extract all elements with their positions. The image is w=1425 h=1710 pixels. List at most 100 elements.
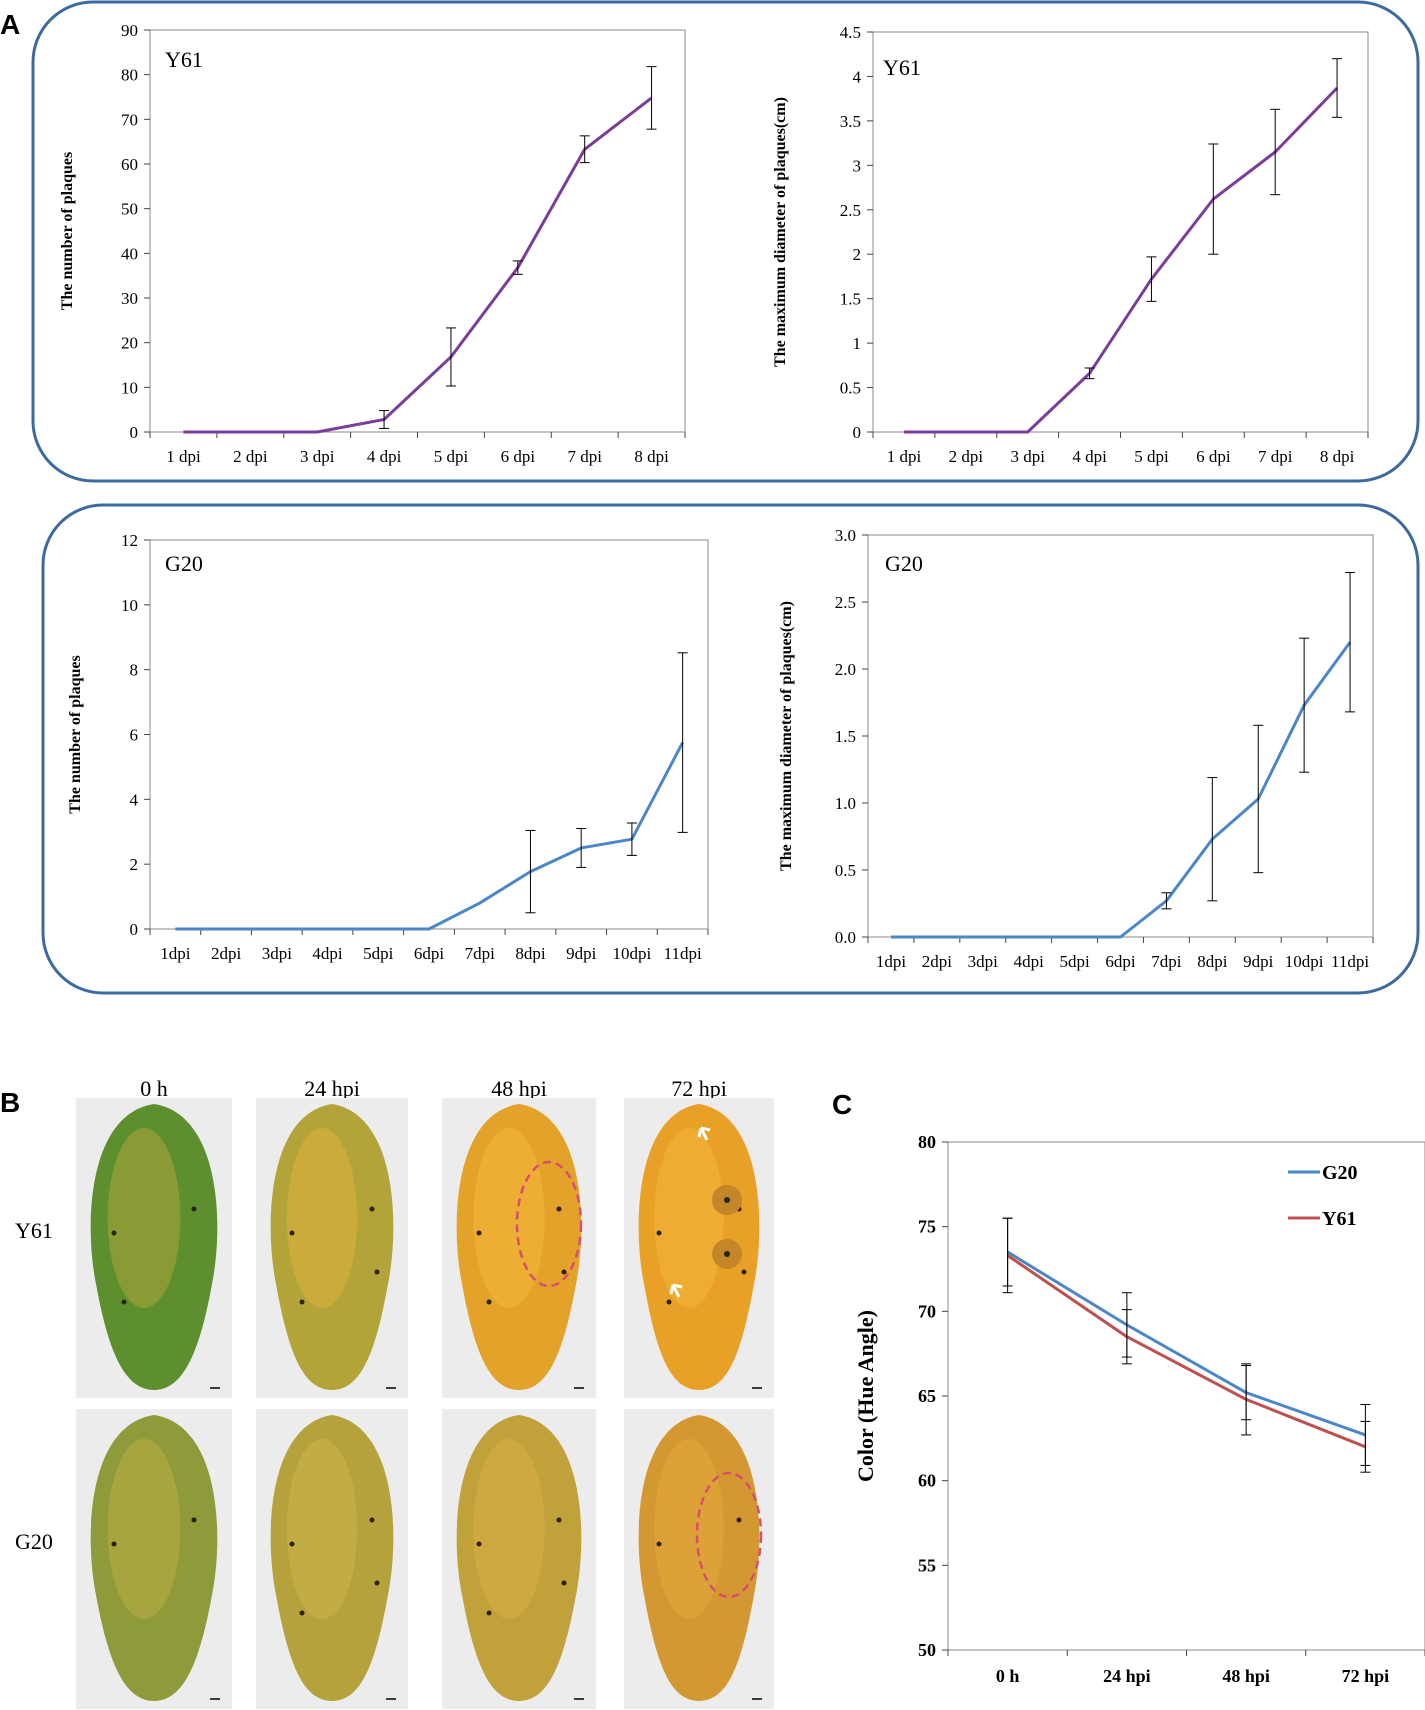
x-tick-label: 7dpi xyxy=(1151,952,1182,971)
y-tick-label: 10 xyxy=(121,378,138,397)
x-tick-label: 48 hpi xyxy=(1222,1666,1270,1686)
plot-frame xyxy=(149,29,686,433)
x-tick-label: 4 dpi xyxy=(1072,447,1107,466)
y-tick-label: 0 xyxy=(130,423,139,442)
y-tick-label: 8 xyxy=(130,661,139,680)
y-tick-label: 4 xyxy=(130,790,139,809)
series-line-y61 xyxy=(183,96,653,434)
inoculation-spot xyxy=(121,1299,127,1305)
y-tick-label: 0 xyxy=(853,423,862,442)
x-tick-label: 1 dpi xyxy=(887,447,922,466)
y-tick-label: 65 xyxy=(918,1386,936,1406)
y-tick-label: 4.5 xyxy=(840,23,861,42)
x-tick-label: 3 dpi xyxy=(300,447,335,466)
inoculation-spot xyxy=(556,1517,562,1523)
photo-row-label: Y61 xyxy=(15,1218,53,1243)
inoculation-spot xyxy=(111,1230,117,1236)
x-tick-label: 11dpi xyxy=(664,944,702,963)
inoculation-spot xyxy=(289,1541,295,1547)
y-tick-label: 3.5 xyxy=(840,112,861,131)
y-axis-label: The maximum diameter of plaques(cm) xyxy=(778,601,795,871)
x-tick-label: 8 dpi xyxy=(634,447,669,466)
panel-a-top-frame xyxy=(31,0,1420,483)
x-tick-label: 6 dpi xyxy=(1196,447,1231,466)
x-tick-label: 10dpi xyxy=(1285,952,1324,971)
inoculation-spot xyxy=(741,1269,747,1275)
papaya-highlight xyxy=(107,1439,181,1619)
y-tick-label: 50 xyxy=(918,1640,936,1660)
plot-frame xyxy=(149,539,709,930)
chart-g20-max-diameter: 0.0 0.5 1.0 1.5 2.0 2.5 3.0 1dpi 2dpi 3dpi 4dpi 5dp… xyxy=(778,526,1374,971)
inoculation-spot xyxy=(299,1299,305,1305)
y-tick-label: 30 xyxy=(121,289,138,308)
chart-title: Y61 xyxy=(165,47,203,72)
inoculation-spot xyxy=(191,1206,197,1212)
y-tick-label: 55 xyxy=(918,1555,936,1575)
y-tick-label: 80 xyxy=(121,66,138,85)
chart-hue-angle: 50 55 60 65 70 75 80 0 h 24 hpi 48 hpi 72 hpi Color… xyxy=(853,1132,1425,1686)
x-tick-label: 4dpi xyxy=(1014,952,1045,971)
inoculation-spot xyxy=(476,1230,482,1236)
x-tick-label: 6dpi xyxy=(414,944,445,963)
chart-g20-number-of-plaques: 0 2 4 6 8 10 12 1dpi 2dpi 3dpi 4dpi 5dpi 6dpi 7dpi 8dp… xyxy=(67,531,709,963)
legend-label-g20: G20 xyxy=(1322,1162,1358,1184)
y-tick-label: 3.0 xyxy=(835,526,856,545)
dashed-highlight-circle xyxy=(515,1160,583,1288)
x-tick-label: 8 dpi xyxy=(1320,447,1355,466)
panel-label-c: C xyxy=(832,1089,852,1120)
inoculation-spot xyxy=(656,1541,662,1547)
inoculation-spot xyxy=(374,1580,380,1586)
y-tick-label: 10 xyxy=(121,596,138,615)
x-tick-label: 6dpi xyxy=(1105,952,1136,971)
y-tick-label: 2.0 xyxy=(835,660,856,679)
y-tick-label: 3 xyxy=(853,156,862,175)
inoculation-spot xyxy=(369,1206,375,1212)
dashed-highlight-circle xyxy=(695,1471,763,1599)
photo-column-label: 48 hpi xyxy=(491,1076,547,1101)
y-tick-label: 50 xyxy=(121,200,138,219)
plot-frame xyxy=(872,31,1369,433)
x-tick-label: 5dpi xyxy=(363,944,394,963)
y-tick-label: 60 xyxy=(121,155,138,174)
papaya-photo xyxy=(624,1098,774,1398)
papaya-highlight xyxy=(654,1439,724,1619)
white-arrow xyxy=(697,1126,711,1141)
y-tick-label: 80 xyxy=(918,1132,936,1152)
x-tick-label: 1dpi xyxy=(160,944,191,963)
x-tick-label: 9dpi xyxy=(1243,952,1274,971)
photo-column-label: 0 h xyxy=(140,1076,168,1101)
papaya-highlight xyxy=(107,1128,181,1308)
inoculation-spot xyxy=(299,1610,305,1616)
y-tick-label: 0.5 xyxy=(840,379,861,398)
series-line-g20 xyxy=(1006,1250,1366,1437)
inoculation-spot xyxy=(561,1580,567,1586)
series-line-g20 xyxy=(890,641,1352,939)
inoculation-spot xyxy=(561,1269,567,1275)
chart-title: G20 xyxy=(165,551,203,576)
y-tick-label: 0.5 xyxy=(835,861,856,880)
plot-frame xyxy=(867,534,1374,938)
y-tick-label: 4 xyxy=(853,67,862,86)
x-tick-label: 7dpi xyxy=(465,944,496,963)
papaya-highlight xyxy=(473,1128,545,1308)
y-tick-label: 0.0 xyxy=(835,928,856,947)
y-tick-label: 60 xyxy=(918,1471,936,1491)
y-axis-label: The number of plaques xyxy=(59,152,76,310)
chart-y61-number-of-plaques: 0 10 20 30 40 50 60 70 80 90 1 dpi 2 dpi 3 dpi 4 dpi 5… xyxy=(59,21,686,466)
x-tick-label: 5 dpi xyxy=(1134,447,1169,466)
y-tick-label: 40 xyxy=(121,244,138,263)
x-tick-label: 7 dpi xyxy=(1258,447,1293,466)
x-tick-label: 2dpi xyxy=(211,944,242,963)
x-tick-label: 24 hpi xyxy=(1103,1666,1151,1686)
x-tick-label: 11dpi xyxy=(1331,952,1369,971)
papaya-photo xyxy=(76,1098,232,1398)
y-tick-label: 2.5 xyxy=(835,593,856,612)
series-line-y61 xyxy=(903,86,1339,434)
lesion-center xyxy=(724,1197,730,1203)
legend-label-y61: Y61 xyxy=(1322,1208,1356,1230)
papaya-highlight xyxy=(286,1128,358,1308)
y-tick-label: 90 xyxy=(121,21,138,40)
x-tick-label: 1dpi xyxy=(876,952,907,971)
white-arrow xyxy=(669,1283,683,1298)
x-tick-label: 5 dpi xyxy=(434,447,469,466)
